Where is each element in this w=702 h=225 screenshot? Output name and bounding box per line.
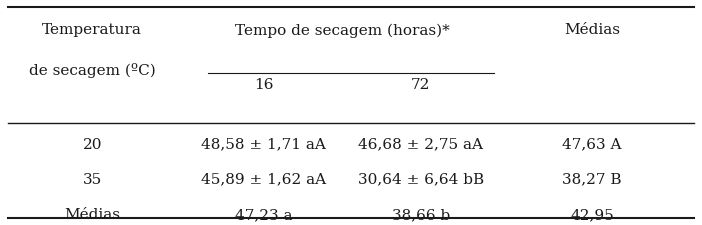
Text: 42,95: 42,95 (570, 207, 614, 221)
Text: 72: 72 (411, 78, 430, 92)
Text: 35: 35 (83, 172, 102, 186)
Text: 38,27 B: 38,27 B (562, 172, 622, 186)
Text: 30,64 ± 6,64 bB: 30,64 ± 6,64 bB (358, 172, 484, 186)
Text: 47,63 A: 47,63 A (562, 137, 622, 151)
Text: 46,68 ± 2,75 aA: 46,68 ± 2,75 aA (359, 137, 484, 151)
Text: 47,23 a: 47,23 a (235, 207, 292, 221)
Text: Tempo de secagem (horas)*: Tempo de secagem (horas)* (235, 23, 450, 38)
Text: Médias: Médias (564, 23, 621, 37)
Text: de secagem (ºC): de secagem (ºC) (29, 63, 156, 78)
Text: 45,89 ± 1,62 aA: 45,89 ± 1,62 aA (201, 172, 326, 186)
Text: 48,58 ± 1,71 aA: 48,58 ± 1,71 aA (201, 137, 326, 151)
Text: Temperatura: Temperatura (42, 23, 143, 37)
Text: Médias: Médias (65, 207, 120, 221)
Text: 20: 20 (83, 137, 102, 151)
Text: 38,66 b: 38,66 b (392, 207, 450, 221)
Text: 16: 16 (254, 78, 273, 92)
